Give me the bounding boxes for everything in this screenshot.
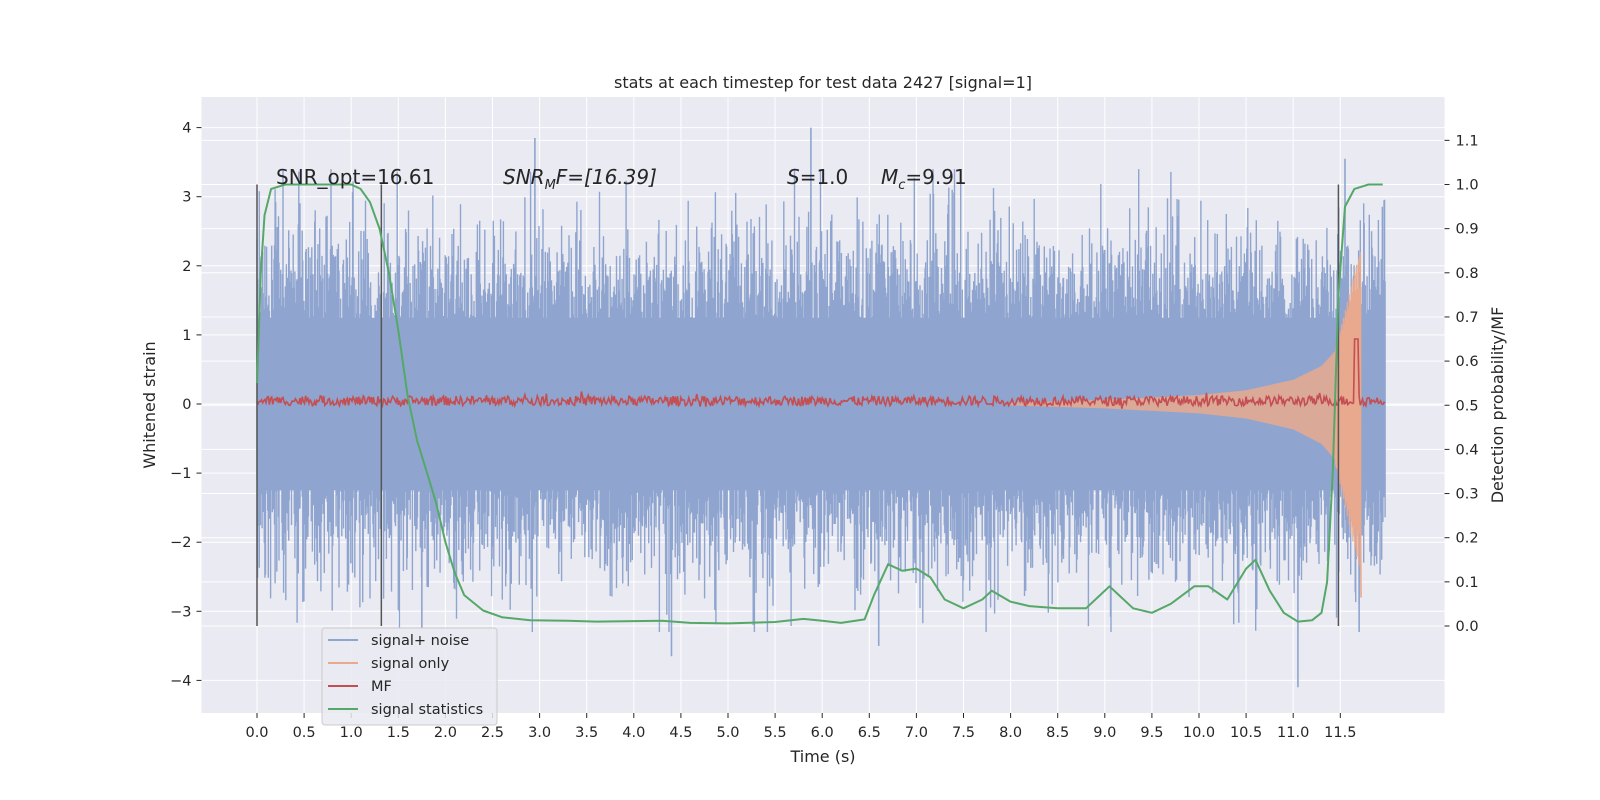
y-right-tick-label: 0.1 [1456, 575, 1479, 591]
y-right-tick-labels: 1.1 1.0 0.9 0.8 0.7 0.6 0.5 0.4 0.3 0.2 0.1 0.0 [1444, 133, 1479, 635]
x-tick-label: 2.0 [434, 725, 457, 741]
signal-only-final-drop [1358, 321, 1362, 598]
x-axis-label: Time (s) [789, 747, 855, 766]
annotation-mc-sub: c [898, 178, 905, 193]
x-tick-label: 0.0 [245, 725, 268, 741]
signal-statistics-line [256, 183, 1383, 625]
legend: signal+ noise signal only MF signal stat… [321, 627, 498, 726]
y-right-tick-label: 0.2 [1456, 531, 1479, 547]
x-tick-label: 9.5 [1140, 725, 1163, 741]
y-tick-label: 1 [182, 328, 191, 344]
y-right-tick-label: 0.7 [1456, 310, 1479, 326]
x-tick-label: 6.0 [811, 725, 834, 741]
x-tick-label: 6.5 [858, 725, 881, 741]
x-tick-label: 8.0 [999, 725, 1022, 741]
x-tick-label: 7.5 [952, 725, 975, 741]
mf-line [256, 338, 1386, 409]
legend-box [321, 627, 498, 726]
y-tick-label: 4 [182, 121, 191, 137]
y-tick-label: −4 [170, 673, 191, 689]
x-tick-label: 11.0 [1277, 725, 1309, 741]
y-right-tick-label: 0.3 [1456, 487, 1479, 503]
x-tick-label: 4.5 [669, 725, 692, 741]
x-tick-labels: 0.0 0.5 1.0 1.5 2.0 2.5 3.0 3.5 4.0 4.5 5.0 5.5 6.0 6… [245, 713, 1356, 741]
legend-label-noise: signal+ noise [371, 633, 469, 649]
signal-only-envelope [1010, 265, 1356, 550]
y-axis-label: Whitened strain [140, 341, 159, 468]
x-tick-label: 3.0 [528, 725, 551, 741]
x-tick-label: 9.0 [1093, 725, 1116, 741]
annotation-mc: Mc=9.91 [881, 165, 967, 193]
annotation-mc-main: M [881, 165, 898, 189]
signal-statistics-series [256, 183, 1383, 625]
x-tick-label: 7.0 [905, 725, 928, 741]
x-tick-label: 11.5 [1324, 725, 1356, 741]
x-tick-label: 3.5 [575, 725, 598, 741]
x-tick-label: 1.5 [387, 725, 410, 741]
legend-label-statistics: signal statistics [371, 702, 483, 718]
y-right-axis-label: Detection probability/MF [1488, 307, 1507, 504]
signal-only-series [1010, 252, 1362, 598]
annotation-mc-tail: =9.91 [905, 165, 966, 189]
legend-label-mf: MF [371, 679, 392, 695]
annotation-s-tail: =1.0 [800, 165, 849, 189]
x-tick-label: 1.0 [340, 725, 363, 741]
x-tick-label: 2.5 [481, 725, 504, 741]
annotation-snr-mf: SNRMF=[16.39] [503, 165, 657, 193]
y-tick-label: −1 [170, 466, 191, 482]
annotation-snr-opt: SNR_opt=16.61 [276, 165, 434, 189]
x-tick-label: 5.0 [716, 725, 739, 741]
annotation-snr-mf-tail: F=[16.39] [556, 165, 657, 189]
x-tick-label: 4.0 [622, 725, 645, 741]
y-right-tick-label: 0.9 [1456, 222, 1479, 238]
y-tick-label: −2 [170, 535, 191, 551]
x-tick-label: 8.5 [1046, 725, 1069, 741]
annotation-s: S=1.0 [787, 165, 848, 189]
x-tick-label: 5.5 [764, 725, 787, 741]
y-right-tick-label: 1.1 [1456, 133, 1479, 149]
x-tick-label: 10.0 [1183, 725, 1215, 741]
y-tick-labels: 4 3 2 1 0 −1 −2 −3 −4 [170, 121, 202, 689]
annotation-snr-mf-sub: M [545, 178, 556, 193]
y-right-tick-label: 0.4 [1456, 442, 1479, 458]
y-tick-label: 0 [182, 397, 191, 413]
y-right-tick-label: 0.6 [1456, 354, 1479, 370]
y-right-tick-label: 0.8 [1456, 266, 1479, 282]
legend-label-signal-only: signal only [371, 656, 450, 672]
mf-series [256, 338, 1386, 409]
y-tick-label: 3 [182, 190, 191, 206]
chart-title: stats at each timestep for test data 242… [614, 73, 1032, 92]
y-tick-label: −3 [170, 604, 191, 620]
y-right-tick-label: 0.0 [1456, 619, 1479, 635]
annotation-s-main: S [787, 165, 800, 189]
annotation-snr-mf-main: SNR [503, 165, 545, 189]
y-tick-label: 2 [182, 259, 191, 275]
y-right-tick-label: 0.5 [1456, 398, 1479, 414]
x-tick-label: 10.5 [1230, 725, 1262, 741]
y-right-tick-label: 1.0 [1456, 178, 1479, 194]
vertical-lines [256, 184, 1340, 626]
x-tick-label: 0.5 [293, 725, 316, 741]
